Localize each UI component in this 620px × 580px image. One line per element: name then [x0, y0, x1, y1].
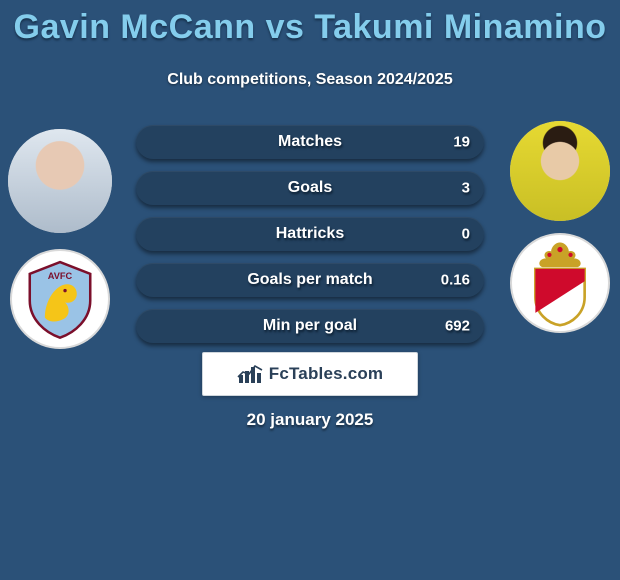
stat-list: Matches 19 Goals 3 Hattricks 0 Goals per… [136, 125, 484, 343]
branding-box: FcTables.com [202, 352, 418, 396]
bar-chart-icon [237, 363, 265, 385]
stat-row-hattricks: Hattricks 0 [136, 217, 484, 251]
stat-label: Min per goal [263, 317, 357, 335]
stat-label: Goals per match [247, 271, 372, 289]
stat-label: Hattricks [276, 225, 344, 243]
stat-value-right: 0.16 [441, 272, 470, 289]
stat-row-goals: Goals 3 [136, 171, 484, 205]
monaco-crest-icon [516, 239, 604, 327]
club-right-logo [510, 233, 610, 333]
stat-row-min-per-goal: Min per goal 692 [136, 309, 484, 343]
stat-value-right: 0 [462, 226, 470, 243]
player-left-avatar [8, 129, 112, 233]
stat-row-matches: Matches 19 [136, 125, 484, 159]
player-left-face-placeholder [8, 129, 112, 233]
stat-label: Matches [278, 133, 342, 151]
right-column [500, 119, 620, 333]
stat-value-right: 3 [462, 180, 470, 197]
svg-text:AVFC: AVFC [48, 271, 73, 281]
stat-value-right: 692 [445, 318, 470, 335]
stat-value-right: 19 [453, 134, 470, 151]
player-right-avatar [510, 121, 610, 221]
comparison-stage: AVFC Matches 19 Goals [0, 119, 620, 459]
left-column: AVFC [0, 119, 120, 349]
stat-label: Goals [288, 179, 332, 197]
page-title: Gavin McCann vs Takumi Minamino [0, 0, 620, 47]
player-right-face-placeholder [510, 121, 610, 221]
snapshot-date: 20 january 2025 [0, 410, 620, 430]
avfc-crest-icon: AVFC [18, 257, 102, 341]
branding-text: FcTables.com [269, 364, 384, 384]
club-left-logo: AVFC [10, 249, 110, 349]
page-subtitle: Club competitions, Season 2024/2025 [0, 71, 620, 89]
stat-row-goals-per-match: Goals per match 0.16 [136, 263, 484, 297]
